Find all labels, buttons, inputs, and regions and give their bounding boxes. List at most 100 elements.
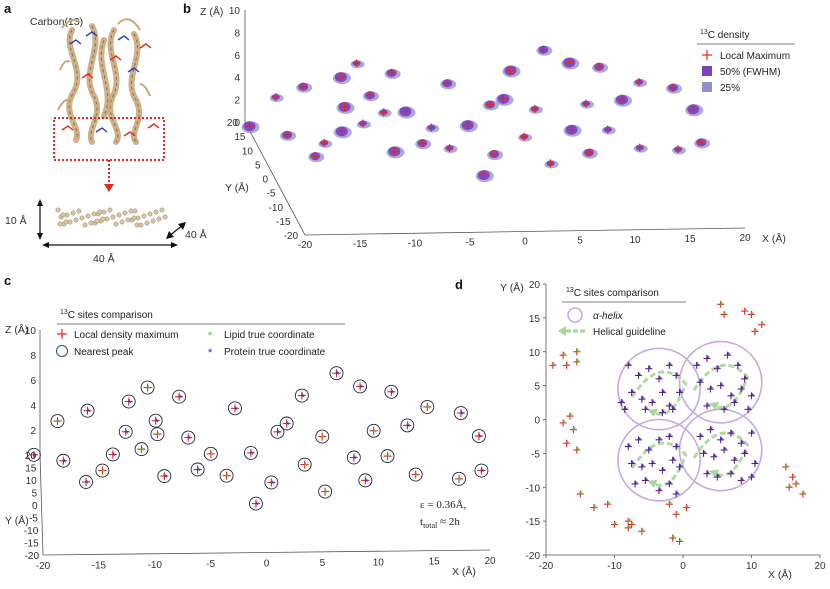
b-z-tick-5: 10 bbox=[229, 6, 241, 17]
c-localmax-1 bbox=[83, 406, 92, 415]
d-localmax-70 bbox=[655, 436, 663, 444]
b-localmax-19 bbox=[539, 45, 548, 54]
d-localmax-46 bbox=[617, 399, 625, 407]
d-lipid-7: * bbox=[572, 426, 576, 437]
d-localmax-86 bbox=[717, 436, 725, 444]
c-localmax-33 bbox=[455, 474, 464, 483]
d-y-title: Y (Å) bbox=[500, 281, 524, 294]
c-y-tick-2: -10 bbox=[24, 526, 39, 537]
c-peak-circle-4 bbox=[148, 413, 163, 428]
d-localmax-74 bbox=[638, 463, 646, 471]
b-y-tick-2: -10 bbox=[269, 203, 284, 214]
d-x-tick-4: 20 bbox=[814, 561, 826, 572]
protein-helix-stripe-0 bbox=[68, 29, 78, 141]
slab-atom-44 bbox=[63, 219, 69, 225]
protein-sidechain-9 bbox=[147, 123, 160, 129]
c-protein-16: * bbox=[276, 429, 280, 440]
c-protein-28: * bbox=[364, 477, 368, 488]
c-protein-5: * bbox=[125, 429, 129, 440]
c-localmax-16 bbox=[273, 427, 282, 436]
d-localmax-73 bbox=[628, 460, 636, 468]
c-localmax-8 bbox=[108, 450, 117, 459]
d-localmax-24 bbox=[720, 310, 728, 318]
d-protein-73: * bbox=[631, 460, 635, 471]
c-legend-peak-marker bbox=[56, 345, 68, 357]
d-y-tick-3: -5 bbox=[531, 449, 540, 460]
c-y-tick-5: 5 bbox=[32, 489, 38, 500]
b-localmax-37 bbox=[418, 139, 427, 148]
depth-arrow-down bbox=[166, 231, 174, 239]
b-localmax-39 bbox=[603, 125, 612, 134]
d-lipid-10: * bbox=[579, 490, 583, 501]
b-localmax-26 bbox=[479, 171, 488, 180]
c-protein-32: * bbox=[478, 433, 482, 444]
c-peak-circle-29 bbox=[400, 418, 415, 433]
c-lipid-6: * bbox=[141, 446, 145, 457]
d-protein-60: * bbox=[730, 392, 734, 403]
c-z-tick-2: 4 bbox=[30, 401, 36, 412]
d-localmax-31 bbox=[785, 483, 793, 491]
b-legend-50-swatch bbox=[702, 66, 712, 76]
slab-atom-14 bbox=[141, 213, 147, 219]
d-protein-85: * bbox=[709, 426, 713, 437]
d-localmax-66 bbox=[744, 405, 752, 413]
b-localmax-32 bbox=[689, 105, 698, 114]
b-y-tick-3: -5 bbox=[267, 189, 276, 200]
height-arrow-up bbox=[37, 199, 43, 206]
slab-atom-23 bbox=[150, 218, 156, 224]
d-protein-47: * bbox=[624, 405, 628, 416]
d-localmax-64 bbox=[720, 405, 728, 413]
c-peak-circle-25 bbox=[264, 475, 279, 490]
c-protein-41: * bbox=[163, 473, 167, 484]
d-lipid-12: * bbox=[607, 500, 611, 511]
d-protein-44: * bbox=[668, 402, 672, 413]
b-y-title: Y (Å) bbox=[225, 181, 249, 194]
d-protein-68: * bbox=[637, 436, 641, 447]
b-legend-local-max-label: Local Maximum bbox=[720, 51, 790, 62]
width-arrow-left bbox=[42, 242, 49, 248]
c-legend-title-sup: 13 bbox=[60, 309, 68, 316]
b-y-tick-1: -15 bbox=[276, 217, 291, 228]
protein-sidechain-3 bbox=[139, 43, 152, 49]
d-protein-49: * bbox=[661, 409, 665, 420]
d-localmax-94 bbox=[741, 449, 749, 457]
b-localmax-12 bbox=[427, 123, 436, 132]
slab-atom-10 bbox=[101, 209, 107, 215]
d-protein-37: * bbox=[658, 375, 662, 386]
c-peak-circle-14 bbox=[243, 445, 258, 460]
d-localmax-76 bbox=[658, 466, 666, 474]
d-protein-92: * bbox=[723, 446, 727, 457]
protein-loop-1 bbox=[117, 18, 141, 31]
protein-helix-1 bbox=[86, 23, 101, 145]
c-y-tick-4: 0 bbox=[32, 501, 38, 512]
slab-atom-0 bbox=[55, 207, 61, 213]
c-localmax-23 bbox=[349, 453, 358, 462]
slab-atom-34 bbox=[125, 217, 131, 223]
c-protein-26: * bbox=[255, 501, 259, 512]
slab-atom-37 bbox=[128, 208, 134, 214]
slab-atom-15 bbox=[70, 210, 76, 216]
c-protein-38: * bbox=[286, 421, 290, 432]
d-lipid-17: * bbox=[631, 521, 635, 532]
c-peak-circle-13 bbox=[228, 401, 242, 416]
d-lipid-28: * bbox=[761, 321, 765, 332]
b-localmax-30 bbox=[635, 78, 644, 87]
d-localmax-16 bbox=[638, 527, 646, 535]
d-y-tick-6: 10 bbox=[529, 348, 541, 359]
d-lipid-6: * bbox=[562, 419, 566, 430]
d-localmax-60 bbox=[727, 392, 735, 400]
c-peak-circle-7 bbox=[56, 453, 71, 468]
protein-sidechain-10 bbox=[109, 55, 122, 61]
b-z-tick-1: 2 bbox=[234, 96, 240, 107]
c-localmax-30 bbox=[423, 402, 432, 411]
c-localmax-22 bbox=[387, 387, 396, 396]
slab-atom-40 bbox=[131, 215, 137, 221]
c-peak-circle-21 bbox=[366, 423, 381, 438]
c-epsilon-annotation: ε = 0.36Å, bbox=[420, 499, 467, 511]
panel-b: b -20 -15 -10 -5 0 5 10 15 20-20-15-10-505101520… bbox=[183, 1, 795, 251]
slab-atom-39 bbox=[94, 218, 100, 224]
d-helix-1 bbox=[678, 340, 763, 424]
c-localmax-29 bbox=[403, 421, 412, 430]
d-localmax-61 bbox=[737, 385, 745, 393]
b-localmax-18 bbox=[530, 104, 539, 113]
